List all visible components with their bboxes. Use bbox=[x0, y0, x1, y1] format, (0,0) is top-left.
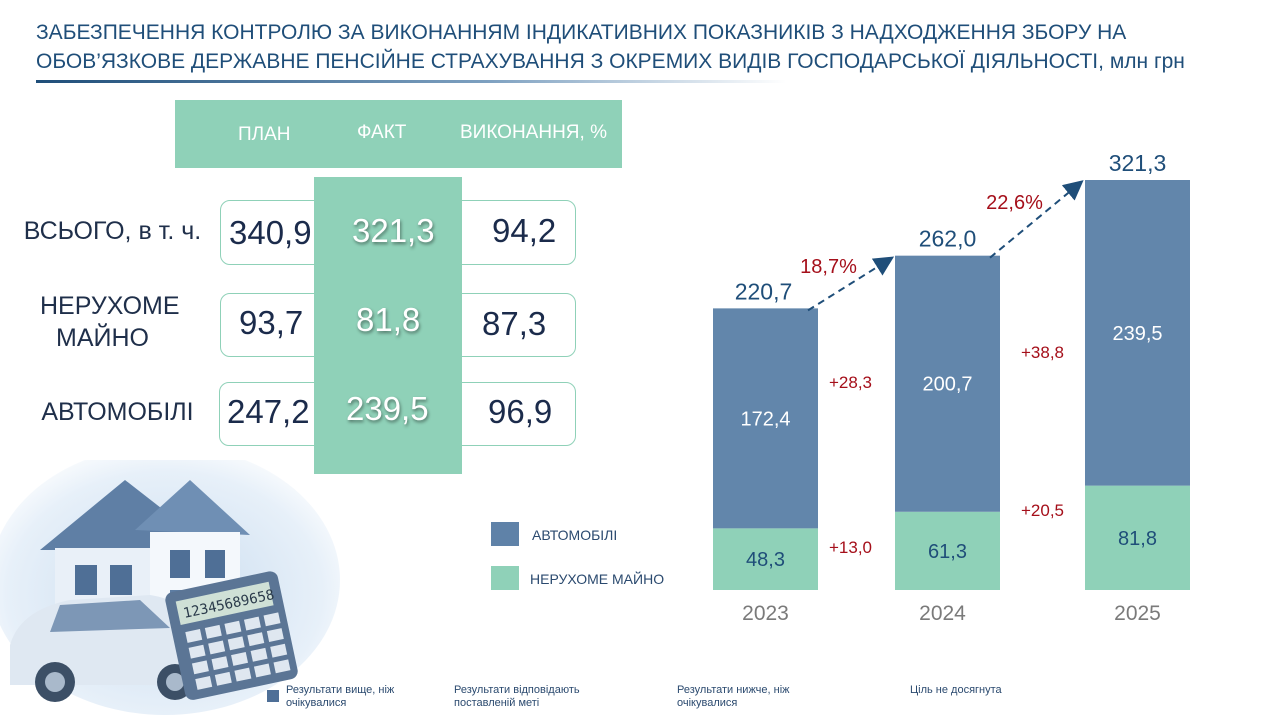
title-underline bbox=[36, 80, 786, 83]
x-tick-2024: 2024 bbox=[919, 602, 966, 625]
footer-above: Результати вище, ніж очікувалися bbox=[286, 684, 395, 709]
delta-realty-2: +20,5 bbox=[1021, 501, 1064, 520]
delta-auto-2: +38,8 bbox=[1021, 343, 1064, 362]
value-label-auto-2024: 200,7 bbox=[922, 374, 972, 396]
auto-plan: 247,2 bbox=[227, 393, 310, 430]
value-label-auto-2023: 172,4 bbox=[740, 408, 790, 430]
legend-label-auto: АВТОМОБІЛІ bbox=[532, 527, 618, 543]
x-tick-2025: 2025 bbox=[1114, 602, 1161, 625]
auto-fact: 239,5 bbox=[346, 390, 429, 427]
total-fact: 321,3 bbox=[352, 212, 435, 249]
house-car-calculator-illustration: 12345689658 bbox=[0, 460, 340, 715]
row-label-realty: НЕРУХОМЕ МАЙНО bbox=[40, 292, 180, 352]
total-label-2023: 220,7 bbox=[735, 278, 793, 304]
footer-below: Результати нижче, ніж очікувалися bbox=[677, 684, 790, 709]
value-label-realty-2024: 61,3 bbox=[928, 541, 967, 563]
bar-auto-2024 bbox=[895, 255, 1000, 512]
footer-swatch bbox=[267, 690, 279, 702]
bar-auto-2023 bbox=[713, 308, 818, 529]
total-plan: 340,9 bbox=[229, 214, 312, 251]
realty-fact: 81,8 bbox=[356, 301, 421, 338]
legend-swatch-auto bbox=[491, 522, 519, 546]
header-plan: ПЛАН bbox=[238, 124, 291, 145]
realty-pct: 87,3 bbox=[482, 305, 547, 342]
bar-realty-2024 bbox=[895, 511, 1000, 590]
footer-missed: Ціль не досягнута bbox=[910, 684, 1002, 696]
total-label-2024: 262,0 bbox=[919, 226, 977, 252]
x-tick-2023: 2023 bbox=[742, 602, 789, 625]
value-label-auto-2025: 239,5 bbox=[1112, 323, 1162, 345]
header-pct: ВИКОНАННЯ, % bbox=[460, 122, 607, 143]
table-row-realty bbox=[220, 293, 576, 357]
delta-auto-1: +28,3 bbox=[829, 373, 872, 392]
legend-swatch-realty bbox=[491, 566, 519, 590]
value-label-realty-2023: 48,3 bbox=[746, 549, 785, 571]
bar-realty-2025 bbox=[1085, 485, 1190, 590]
table-row-auto bbox=[219, 382, 576, 446]
legend-label-realty: НЕРУХОМЕ МАЙНО bbox=[530, 571, 665, 587]
realty-plan: 93,7 bbox=[239, 304, 304, 341]
table-header: ПЛАН ФАКТ ВИКОНАННЯ, % bbox=[175, 100, 622, 168]
page-title: ЗАБЕЗПЕЧЕННЯ КОНТРОЛЮ ЗА ВИКОНАННЯМ ІНДИ… bbox=[36, 18, 1236, 76]
fact-column-highlight bbox=[314, 177, 462, 474]
row-label-auto: АВТОМОБІЛІ bbox=[41, 398, 194, 426]
growth-label-1: 18,7% bbox=[800, 256, 857, 278]
total-label-2025: 321,3 bbox=[1109, 150, 1167, 176]
row-label-total: ВСЬОГО, в т. ч. bbox=[23, 217, 202, 245]
title-text: ЗАБЕЗПЕЧЕННЯ КОНТРОЛЮ ЗА ВИКОНАННЯМ ІНДИ… bbox=[36, 21, 1127, 73]
value-label-realty-2025: 81,8 bbox=[1118, 528, 1157, 550]
delta-realty-1: +13,0 bbox=[829, 538, 872, 557]
title-unit: млн грн bbox=[1109, 50, 1185, 73]
growth-arrow-2 bbox=[989, 180, 1084, 259]
bar-realty-2023 bbox=[713, 528, 818, 590]
auto-pct: 96,9 bbox=[488, 393, 553, 430]
header-fact: ФАКТ bbox=[357, 122, 407, 143]
total-pct: 94,2 bbox=[492, 212, 557, 249]
table-row-total bbox=[220, 200, 576, 265]
bar-auto-2025 bbox=[1085, 180, 1190, 486]
growth-label-2: 22,6% bbox=[986, 192, 1043, 214]
footer-match: Результати відповідають поставленій меті bbox=[454, 684, 580, 709]
growth-arrow-1 bbox=[807, 256, 895, 312]
